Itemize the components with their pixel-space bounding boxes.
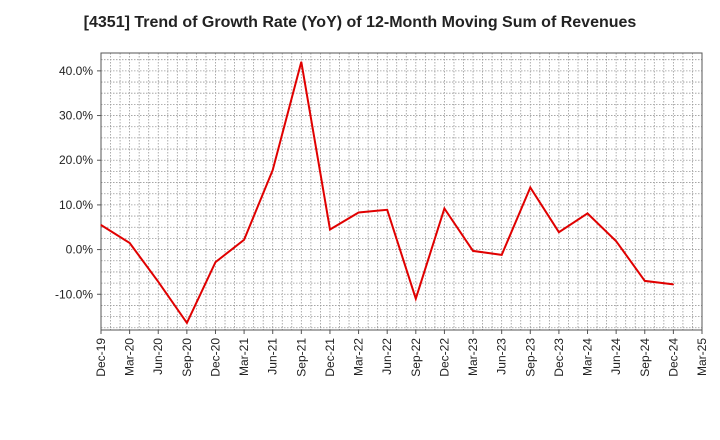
x-tick-label: Mar-22 <box>352 338 366 376</box>
data-point <box>243 239 245 241</box>
data-point <box>672 283 674 286</box>
x-tick-label: Jun-20 <box>151 338 165 375</box>
x-tick-label: Sep-20 <box>180 338 194 377</box>
series-layer <box>100 61 674 325</box>
x-tick-label: Dec-19 <box>94 338 108 377</box>
y-tick-label: 0.0% <box>66 243 94 257</box>
x-tick-label: Mar-20 <box>123 338 137 376</box>
x-axis: Dec-19 Mar-20 Jun-20 Sep-20 Dec-20 Mar-21 Jun-… <box>94 330 709 377</box>
data-point <box>415 298 417 300</box>
data-point <box>529 186 531 189</box>
data-point <box>644 280 646 282</box>
data-point <box>501 254 503 256</box>
grid-layer <box>100 53 703 330</box>
x-tick-label: Sep-21 <box>294 338 308 377</box>
x-tick-label: Mar-21 <box>237 338 251 376</box>
y-tick-label: 20.0% <box>59 153 93 167</box>
x-tick-label: Sep-22 <box>409 338 423 377</box>
data-point <box>386 209 388 211</box>
data-point <box>357 211 360 214</box>
x-tick-label: Dec-23 <box>552 338 566 377</box>
data-point <box>558 231 560 233</box>
x-tick-label: Dec-20 <box>208 338 222 377</box>
data-point <box>615 240 617 242</box>
x-tick-label: Mar-24 <box>581 338 595 376</box>
x-tick-label: Dec-24 <box>666 338 680 377</box>
x-tick-label: Dec-22 <box>437 338 451 377</box>
data-point <box>586 212 589 214</box>
plot-frame <box>100 52 703 331</box>
data-point <box>329 228 331 231</box>
x-tick-label: Mar-25 <box>695 338 709 376</box>
x-tick-label: Dec-21 <box>323 338 337 377</box>
y-tick-label: 10.0% <box>59 198 93 212</box>
data-point <box>129 242 131 244</box>
chart-title: [4351] Trend of Growth Rate (YoY) of 12-… <box>83 14 637 31</box>
x-tick-label: Jun-23 <box>495 338 509 375</box>
x-tick-label: Sep-23 <box>523 338 537 377</box>
data-point <box>186 322 188 324</box>
data-point <box>300 61 302 63</box>
data-point <box>157 281 159 283</box>
data-point <box>272 169 274 171</box>
y-axis: -10.0% 0.0% 10.0% 20.0% 30.0% 40.0% <box>55 64 101 301</box>
data-point <box>214 261 217 263</box>
y-tick-label: 30.0% <box>59 109 93 123</box>
data-point <box>472 250 474 252</box>
x-tick-label: Jun-22 <box>380 338 394 375</box>
x-tick-label: Sep-24 <box>638 338 652 377</box>
x-tick-label: Jun-24 <box>609 338 623 375</box>
data-point <box>443 207 446 210</box>
y-tick-label: -10.0% <box>55 287 93 301</box>
x-tick-label: Jun-21 <box>266 338 280 375</box>
data-point <box>100 224 102 226</box>
x-tick-label: Mar-23 <box>466 338 480 376</box>
y-tick-label: 40.0% <box>59 64 93 78</box>
plot-border <box>100 52 703 331</box>
